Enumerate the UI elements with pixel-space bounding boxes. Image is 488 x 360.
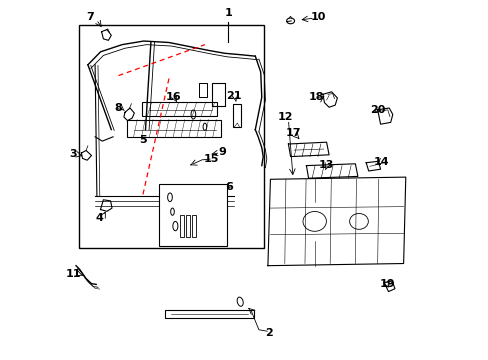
Text: 14: 14 — [373, 157, 388, 167]
Text: 2: 2 — [264, 328, 272, 338]
Bar — [186, 215, 189, 237]
Text: 8: 8 — [114, 103, 122, 113]
Bar — [127, 120, 221, 137]
Text: 6: 6 — [225, 182, 233, 192]
Bar — [159, 184, 226, 246]
Text: 18: 18 — [308, 92, 324, 102]
Text: 21: 21 — [225, 91, 241, 102]
Text: 9: 9 — [211, 215, 219, 225]
Text: 15: 15 — [203, 154, 219, 164]
Text: 16: 16 — [165, 92, 181, 102]
Text: 1: 1 — [224, 8, 232, 18]
Bar — [232, 104, 241, 127]
Text: 9: 9 — [218, 147, 225, 157]
Bar — [180, 215, 183, 237]
Text: 5: 5 — [139, 135, 146, 145]
Text: 12: 12 — [278, 112, 293, 122]
Text: 3: 3 — [70, 149, 77, 159]
Bar — [164, 310, 253, 318]
Text: 20: 20 — [369, 105, 385, 115]
Text: 17: 17 — [285, 128, 300, 138]
Text: 13: 13 — [318, 160, 334, 170]
Text: 4: 4 — [96, 213, 103, 223]
Text: 10: 10 — [310, 12, 325, 22]
Text: 11: 11 — [65, 269, 81, 279]
Text: 7: 7 — [86, 12, 94, 22]
Bar — [79, 25, 264, 248]
Text: 19: 19 — [379, 279, 395, 289]
Bar — [142, 102, 216, 116]
Bar — [192, 215, 195, 237]
